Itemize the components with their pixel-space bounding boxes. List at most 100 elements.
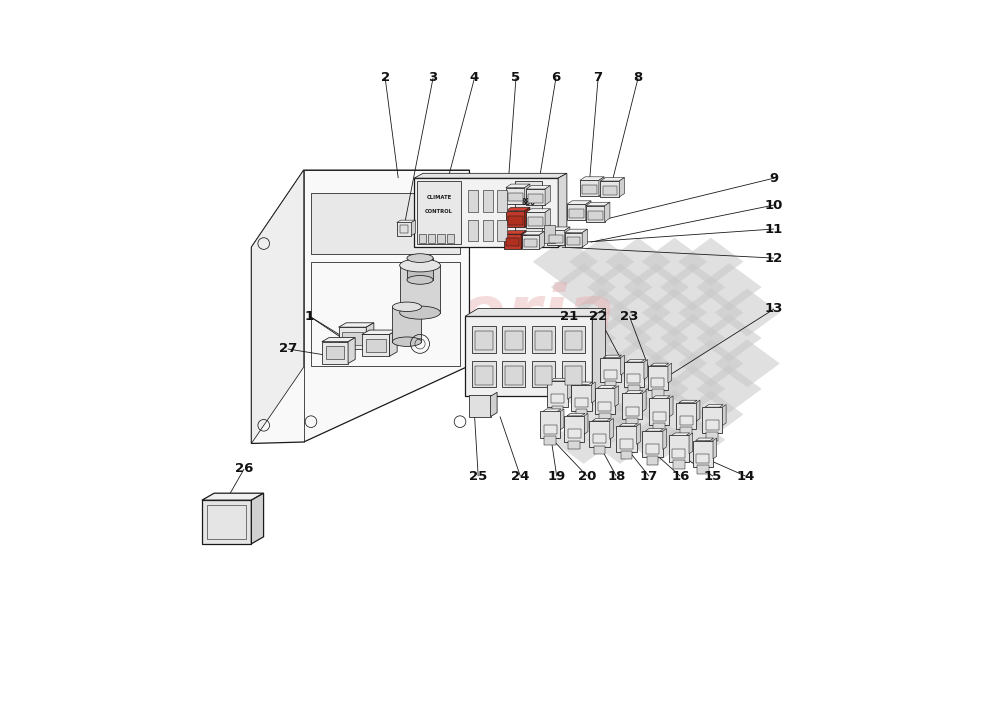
Bar [468, 220, 478, 241]
Text: 18: 18 [607, 470, 626, 483]
Ellipse shape [392, 302, 421, 311]
Polygon shape [714, 289, 780, 337]
Polygon shape [621, 356, 624, 375]
Bar [475, 331, 493, 350]
Text: 11: 11 [765, 222, 783, 236]
Bar [526, 189, 545, 205]
Bar [693, 441, 713, 467]
Text: 6: 6 [551, 71, 561, 84]
Bar [447, 234, 454, 243]
Polygon shape [642, 340, 707, 387]
Text: 24: 24 [511, 470, 530, 483]
Bar [544, 425, 557, 434]
Bar [342, 332, 363, 345]
Bar [568, 441, 580, 449]
Polygon shape [414, 173, 567, 178]
Bar [468, 190, 478, 212]
Polygon shape [251, 170, 469, 443]
Bar [627, 374, 640, 383]
Polygon shape [543, 409, 561, 411]
Text: CONTROL: CONTROL [425, 209, 453, 214]
Bar [628, 385, 640, 394]
Polygon shape [506, 207, 530, 211]
Bar [504, 234, 521, 249]
Polygon shape [625, 391, 643, 393]
Polygon shape [696, 365, 762, 413]
Bar [593, 434, 606, 443]
Polygon shape [582, 229, 587, 247]
Text: 15: 15 [704, 470, 722, 483]
Polygon shape [565, 229, 587, 233]
Bar [508, 193, 523, 201]
Polygon shape [605, 340, 671, 387]
Polygon shape [696, 314, 762, 362]
Bar [621, 451, 632, 459]
Bar [475, 366, 493, 385]
Bar [580, 180, 599, 196]
Bar [505, 366, 523, 385]
Bar [508, 216, 523, 225]
Bar [568, 429, 581, 438]
Polygon shape [592, 419, 611, 421]
Polygon shape [678, 289, 744, 337]
Polygon shape [569, 289, 634, 337]
Bar [605, 381, 616, 390]
Bar [626, 406, 639, 416]
Polygon shape [644, 360, 648, 379]
Polygon shape [560, 409, 564, 430]
Polygon shape [642, 289, 707, 337]
Polygon shape [642, 238, 707, 286]
Bar [603, 186, 617, 195]
Polygon shape [714, 340, 780, 387]
Polygon shape [624, 263, 689, 311]
Polygon shape [558, 173, 567, 247]
Bar [565, 331, 582, 350]
Polygon shape [311, 193, 460, 254]
Polygon shape [669, 395, 673, 417]
Bar [575, 398, 588, 407]
Polygon shape [465, 308, 605, 316]
Polygon shape [696, 438, 714, 441]
Polygon shape [545, 209, 550, 228]
Polygon shape [362, 330, 397, 334]
Polygon shape [551, 263, 616, 311]
Bar [526, 212, 545, 228]
Bar [582, 185, 597, 194]
Bar [465, 316, 592, 396]
Bar [544, 225, 555, 243]
Bar [599, 413, 611, 422]
Text: 14: 14 [737, 470, 755, 483]
Bar [551, 394, 564, 403]
Polygon shape [605, 202, 610, 222]
Polygon shape [610, 419, 613, 439]
Bar [651, 378, 664, 387]
Polygon shape [526, 185, 550, 189]
Polygon shape [652, 395, 670, 398]
Bar [600, 181, 619, 197]
Bar [562, 326, 585, 353]
Polygon shape [551, 416, 616, 464]
Polygon shape [605, 390, 671, 438]
Text: 8: 8 [634, 71, 643, 84]
Bar [506, 211, 525, 227]
Polygon shape [533, 238, 598, 286]
Bar [472, 326, 496, 353]
Polygon shape [525, 207, 530, 227]
Bar [472, 361, 496, 387]
Text: 7: 7 [594, 71, 603, 84]
Text: 16: 16 [671, 470, 689, 483]
Bar [469, 395, 491, 417]
Text: 21: 21 [560, 310, 578, 323]
Bar [428, 234, 435, 243]
Polygon shape [202, 493, 264, 500]
Text: 23: 23 [620, 310, 639, 323]
Text: 888: 888 [521, 198, 535, 206]
Bar [702, 407, 722, 433]
Polygon shape [587, 365, 653, 413]
Bar [653, 411, 666, 421]
Polygon shape [696, 263, 762, 311]
Bar [626, 418, 638, 427]
Polygon shape [580, 177, 604, 180]
Text: 13: 13 [765, 302, 783, 316]
Text: 20: 20 [578, 470, 596, 483]
